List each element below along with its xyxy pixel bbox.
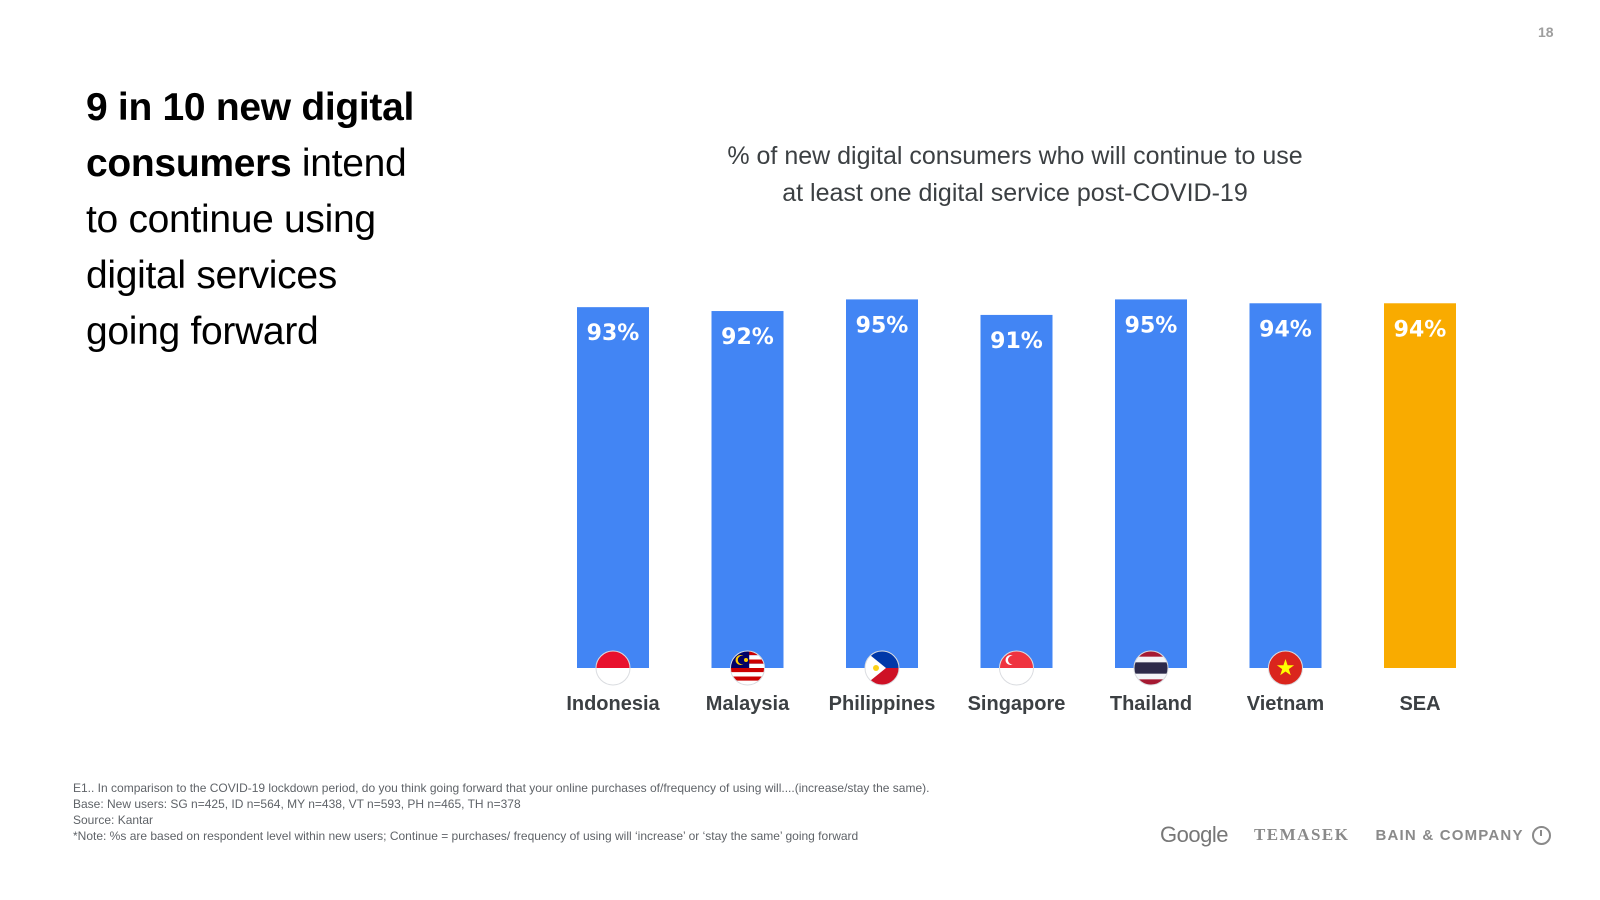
bar-philippines — [846, 299, 918, 668]
bar-value-label: 92% — [721, 325, 774, 350]
chart-title-line-1: % of new digital consumers who will cont… — [727, 142, 1303, 170]
category-label-vietnam: Vietnam — [1247, 693, 1324, 715]
bar-value-label: 95% — [1125, 313, 1178, 338]
category-label-malaysia: Malaysia — [706, 693, 790, 715]
temasek-logo: TEMASEK — [1253, 825, 1350, 844]
bain-mark-icon — [1531, 825, 1551, 845]
bar-malaysia — [711, 311, 784, 668]
headline: 9 in 10 new digital consumers intend to … — [86, 80, 506, 360]
footnote-question: E1.. In comparison to the COVID-19 lockd… — [73, 781, 930, 795]
chart-title-line-2: at least one digital service post-COVID-… — [782, 179, 1248, 207]
bain-logo: BAIN & COMPANY — [1375, 825, 1551, 845]
philippines-flag-icon — [864, 650, 900, 686]
bar-value-label: 95% — [856, 313, 909, 338]
bain-logo-text: BAIN & COMPANY — [1375, 826, 1524, 844]
footnote-base: Base: New users: SG n=425, ID n=564, MY … — [73, 797, 521, 811]
chart-title: % of new digital consumers who will cont… — [615, 138, 1415, 212]
bar-vietnam — [1249, 303, 1322, 668]
singapore-flag-icon — [999, 650, 1034, 686]
google-logo: Google — [1160, 822, 1228, 847]
bar-singapore — [980, 314, 1053, 668]
category-label-philippines: Philippines — [829, 693, 936, 715]
headline-rest: intend — [291, 142, 407, 185]
bar-indonesia — [577, 307, 649, 668]
bar-value-label: 94% — [1259, 317, 1312, 342]
indonesia-flag-icon — [595, 650, 631, 686]
bar-value-label: 94% — [1394, 317, 1447, 342]
category-label-singapore: Singapore — [968, 693, 1066, 715]
footnotes: E1.. In comparison to the COVID-19 lockd… — [73, 780, 1073, 844]
headline-line-5: going forward — [86, 310, 319, 353]
page-number: 18 — [1538, 24, 1554, 40]
headline-line-2: consumers intend — [86, 136, 506, 192]
bar-sea — [1384, 303, 1456, 668]
thailand-flag-icon — [1133, 650, 1169, 686]
headline-line-3: to continue using — [86, 198, 376, 241]
category-label-thailand: Thailand — [1110, 693, 1192, 715]
bar-value-label: 93% — [587, 321, 640, 346]
vietnam-flag-icon — [1268, 650, 1303, 686]
malaysia-flag-icon — [730, 650, 765, 686]
category-label-sea: SEA — [1399, 693, 1440, 715]
category-label-indonesia: Indonesia — [566, 693, 660, 715]
partner-logos: Google TEMASEK BAIN & COMPANY — [1160, 820, 1551, 850]
headline-line-1: 9 in 10 new digital — [86, 86, 415, 129]
headline-bold-word: consumers — [86, 142, 292, 185]
headline-line-4: digital services — [86, 254, 337, 297]
footnote-source: Source: Kantar — [73, 813, 154, 827]
bar-thailand — [1115, 299, 1187, 668]
bar-value-label: 91% — [990, 329, 1043, 354]
footnote-note: *Note: %s are based on respondent level … — [73, 829, 859, 843]
